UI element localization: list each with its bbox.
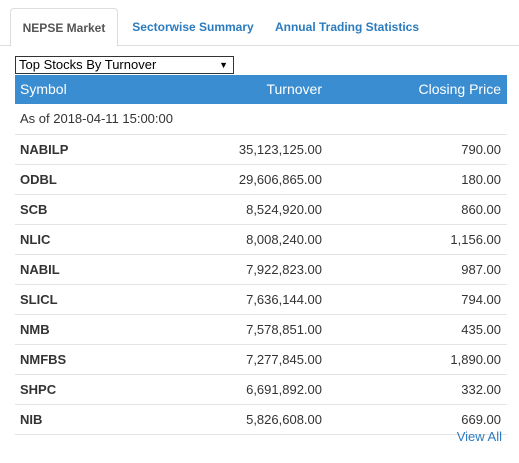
table-row: SCB 8,524,920.00 860.00 [15,195,507,225]
cell-turnover: 29,606,865.00 [238,172,322,187]
cell-turnover: 7,578,851.00 [246,322,322,337]
as-of-timestamp: As of 2018-04-11 15:00:00 [15,104,507,135]
cell-symbol: NABIL [20,262,60,277]
cell-closing-price: 1,890.00 [450,352,501,367]
table-row: NIB 5,826,608.00 669.00 [15,405,507,435]
table-header: Symbol Turnover Closing Price [15,75,507,104]
cell-turnover: 5,826,608.00 [246,412,322,427]
cell-symbol: ODBL [20,172,57,187]
cell-closing-price: 435.00 [461,322,501,337]
cell-closing-price: 669.00 [461,412,501,427]
table-row: NABIL 7,922,823.00 987.00 [15,255,507,285]
cell-symbol: SHPC [20,382,57,397]
tab-nepse-market[interactable]: NEPSE Market [10,8,118,47]
header-turnover: Turnover [266,81,322,97]
cell-symbol: NLIC [20,232,51,247]
table-row: NLIC 8,008,240.00 1,156.00 [15,225,507,255]
table-row: NABILP 35,123,125.00 790.00 [15,135,507,165]
header-symbol: Symbol [20,81,67,97]
table-row: SLICL 7,636,144.00 794.00 [15,285,507,315]
cell-turnover: 6,691,892.00 [246,382,322,397]
tab-annual-trading-statistics[interactable]: Annual Trading Statistics [274,20,420,34]
cell-closing-price: 790.00 [461,142,501,157]
table-row: NMB 7,578,851.00 435.00 [15,315,507,345]
cell-closing-price: 860.00 [461,202,501,217]
header-closing-price: Closing Price [418,81,501,97]
cell-turnover: 35,123,125.00 [238,142,322,157]
table-body: NABILP 35,123,125.00 790.00 ODBL 29,606,865.… [15,135,507,435]
dropdown-arrow-icon: ▼ [219,60,228,70]
table-row: NMFBS 7,277,845.00 1,890.00 [15,345,507,375]
cell-turnover: 7,636,144.00 [246,292,322,307]
cell-turnover: 8,008,240.00 [246,232,322,247]
view-all-link[interactable]: View All [456,429,502,444]
tab-bar: NEPSE Market Sectorwise Summary Annual T… [0,0,519,47]
cell-closing-price: 987.00 [461,262,501,277]
cell-closing-price: 794.00 [461,292,501,307]
cell-turnover: 7,277,845.00 [246,352,322,367]
cell-closing-price: 180.00 [461,172,501,187]
cell-turnover: 8,524,920.00 [246,202,322,217]
stock-filter-selected: Top Stocks By Turnover [19,57,157,72]
cell-symbol: SLICL [20,292,58,307]
table-row: SHPC 6,691,892.00 332.00 [15,375,507,405]
table-row: ODBL 29,606,865.00 180.00 [15,165,507,195]
cell-turnover: 7,922,823.00 [246,262,322,277]
stocks-table: Symbol Turnover Closing Price As of 2018… [15,75,507,435]
cell-closing-price: 332.00 [461,382,501,397]
cell-symbol: NMFBS [20,352,67,367]
stock-filter-select[interactable]: Top Stocks By Turnover ▼ [15,56,234,74]
tab-sectorwise-summary[interactable]: Sectorwise Summary [132,20,254,34]
cell-symbol: NABILP [20,142,69,157]
cell-symbol: NMB [20,322,50,337]
cell-symbol: SCB [20,202,48,217]
cell-symbol: NIB [20,412,43,427]
cell-closing-price: 1,156.00 [450,232,501,247]
